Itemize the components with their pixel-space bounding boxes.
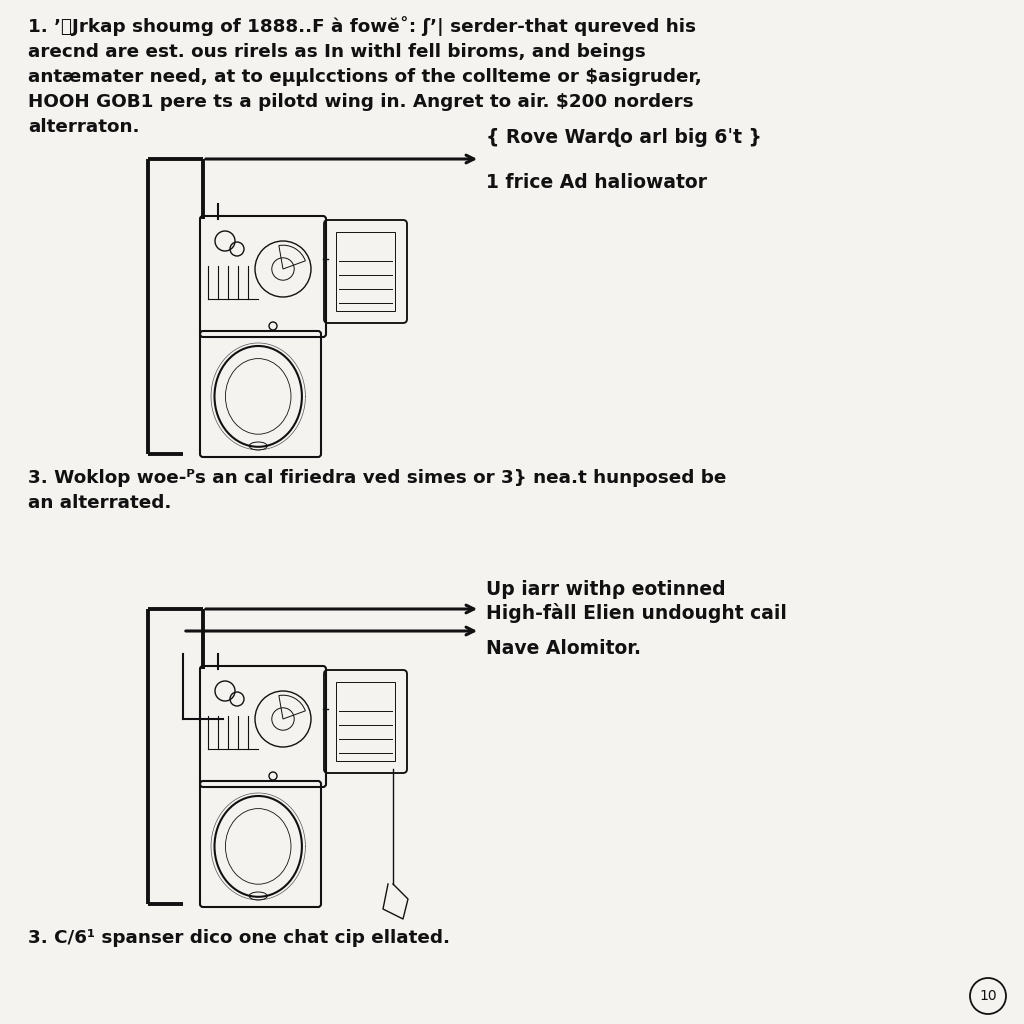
Bar xyxy=(336,232,395,311)
Text: 1. ’˽Jrkap shoumg of 1888..F à fowĕ˚: ʃ’| serder-that qureved his
arecnd are est: 1. ’˽Jrkap shoumg of 1888..F à fowĕ˚: ʃ’… xyxy=(28,16,701,136)
Text: 1 frice Ad haliowator: 1 frice Ad haliowator xyxy=(486,173,707,193)
Text: 10: 10 xyxy=(979,989,996,1002)
Text: High-fàll Elien undought cail: High-fàll Elien undought cail xyxy=(486,603,786,623)
Bar xyxy=(336,682,395,761)
Text: 3. Woklop woe-ᴾs an cal firiedra ved simes or 3} nea.t hunposed be
an alterrated: 3. Woklop woe-ᴾs an cal firiedra ved sim… xyxy=(28,469,726,512)
Text: Nave Alomitor.: Nave Alomitor. xyxy=(486,639,641,658)
Text: 3. C/6¹ spanser dico one chat cip ellated.: 3. C/6¹ spanser dico one chat cip ellate… xyxy=(28,929,450,947)
Text: { Rove Warɖo arl big 6ˈt }: { Rove Warɖo arl big 6ˈt } xyxy=(486,128,762,147)
Text: Up iarr withρ eotinned: Up iarr withρ eotinned xyxy=(486,580,726,599)
